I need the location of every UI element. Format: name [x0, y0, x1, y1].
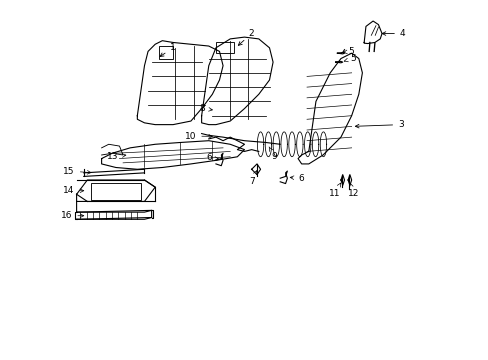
Text: 10: 10: [184, 131, 212, 140]
Bar: [91, 183, 141, 200]
Text: 5: 5: [343, 47, 353, 56]
Text: 15: 15: [63, 167, 91, 176]
Text: 14: 14: [63, 186, 83, 195]
Text: 6: 6: [289, 174, 303, 183]
Text: 11: 11: [328, 183, 340, 198]
Text: 3: 3: [355, 120, 403, 129]
Text: 5: 5: [344, 54, 355, 63]
Text: 12: 12: [347, 183, 358, 198]
Text: 2: 2: [238, 29, 254, 45]
Text: 1: 1: [160, 43, 176, 57]
Bar: [159, 46, 173, 59]
Text: 9: 9: [268, 147, 277, 161]
Text: 4: 4: [382, 29, 405, 38]
Text: 8: 8: [199, 104, 212, 113]
Text: 6: 6: [205, 153, 218, 162]
Bar: [216, 42, 233, 53]
Text: 13: 13: [107, 152, 125, 161]
Text: 16: 16: [61, 211, 83, 220]
Text: 7: 7: [248, 171, 256, 186]
